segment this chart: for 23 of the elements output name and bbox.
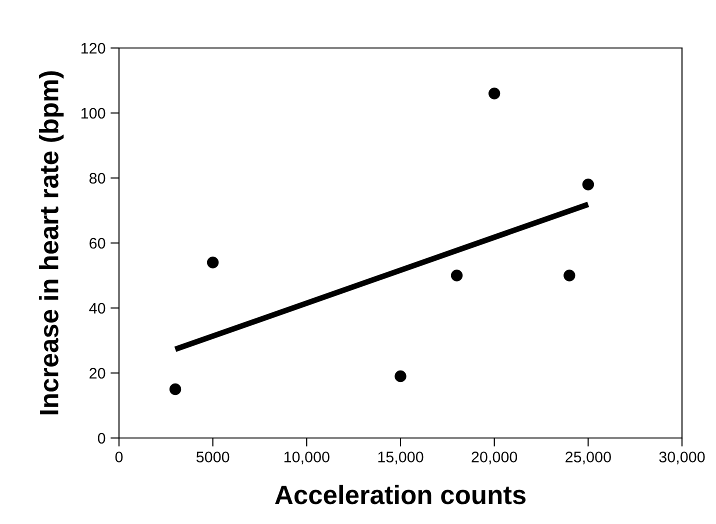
point	[394, 370, 406, 382]
x-tick-label: 5000	[196, 452, 230, 462]
y-tick-label: 120	[81, 42, 106, 54]
y-tick-label: 80	[89, 172, 106, 184]
x-tick-label: 25,000	[566, 452, 611, 464]
y-tick-label: 60	[90, 238, 106, 249]
x-tick-label: 10,000	[284, 452, 330, 464]
point	[206, 256, 219, 268]
x-axis-title: Acceleration counts	[275, 484, 526, 504]
y-tick-label: 100	[81, 108, 106, 119]
y-tick-label: 40	[89, 302, 106, 314]
point	[582, 178, 594, 190]
x-tick-label: 0	[115, 452, 123, 462]
x-tick-label: 15,000	[378, 452, 424, 464]
y-axis-title: Increase in heart rate (bpm)	[39, 71, 64, 414]
point	[488, 88, 500, 100]
x-tick-label: 20,000	[472, 452, 518, 464]
x-tick-label: 30,000	[659, 452, 705, 464]
point	[450, 270, 463, 282]
y-tick-label: 0	[98, 432, 106, 444]
point	[564, 270, 576, 282]
y-tick-label: 20	[90, 368, 106, 379]
point	[169, 383, 182, 396]
